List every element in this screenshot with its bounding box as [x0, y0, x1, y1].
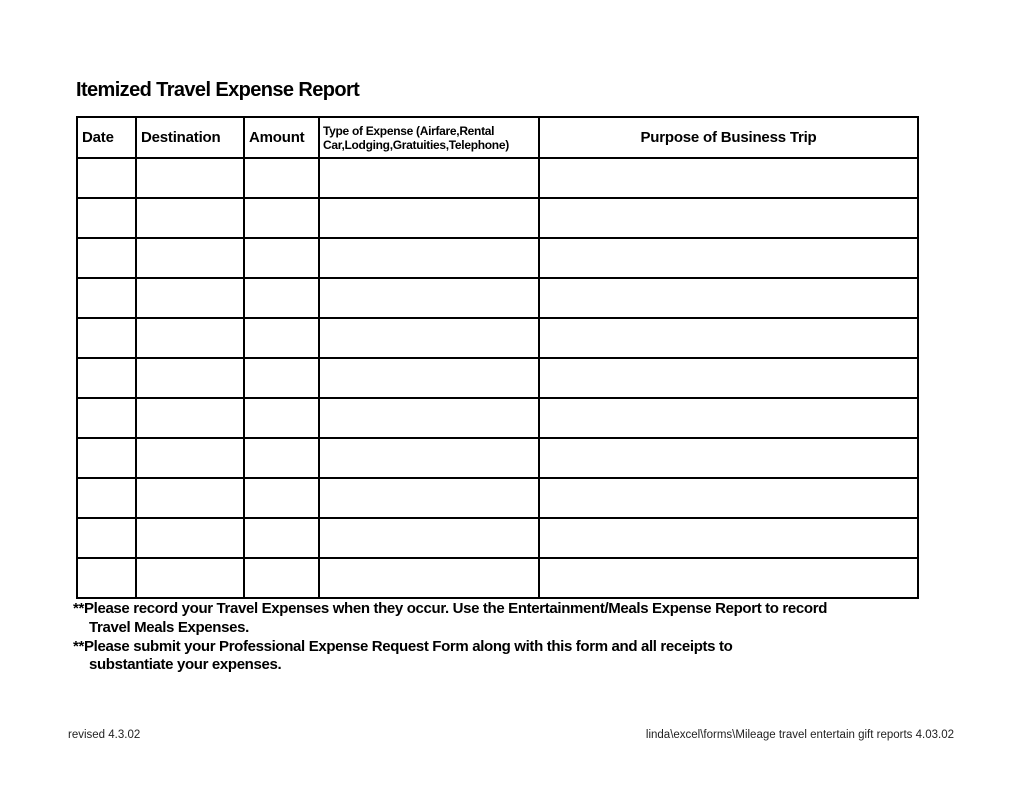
table-cell: [135, 197, 245, 239]
table-cell: [243, 477, 320, 519]
table-cell: [318, 437, 540, 479]
table-cell: [76, 557, 137, 599]
table-cell: [538, 277, 919, 319]
table-cell: [243, 357, 320, 399]
table-cell: [243, 517, 320, 559]
column-header-destination: Destination: [135, 116, 245, 159]
table-row: [76, 557, 919, 599]
table-cell: [135, 437, 245, 479]
column-header-amount: Amount: [243, 116, 320, 159]
table-cell: [135, 157, 245, 199]
table-cell: [538, 157, 919, 199]
table-cell: [318, 397, 540, 439]
table-cell: [318, 357, 540, 399]
table-cell: [76, 397, 137, 439]
column-header-date: Date: [76, 116, 137, 159]
table-cell: [243, 317, 320, 359]
table-cell: [76, 197, 137, 239]
table-cell: [76, 157, 137, 199]
table-cell: [135, 357, 245, 399]
table-cell: [76, 237, 137, 279]
table-cell: [76, 437, 137, 479]
table-cell: [243, 157, 320, 199]
table-cell: [76, 517, 137, 559]
table-cell: [135, 517, 245, 559]
table-cell: [538, 237, 919, 279]
table-cell: [538, 517, 919, 559]
table-cell: [538, 397, 919, 439]
table-body: [76, 157, 919, 599]
footer-file-path: linda\excel\forms\Mileage travel enterta…: [645, 729, 954, 741]
table-cell: [538, 557, 919, 599]
table-row: [76, 517, 919, 559]
table-cell: [243, 397, 320, 439]
table-cell: [76, 357, 137, 399]
table-row: [76, 157, 919, 199]
table-cell: [76, 317, 137, 359]
table-cell: [243, 277, 320, 319]
table-cell: [243, 557, 320, 599]
table-cell: [538, 317, 919, 359]
table-cell: [76, 277, 137, 319]
footnote-line: Travel Meals Expenses.: [89, 618, 249, 636]
table-cell: [318, 557, 540, 599]
table-cell: [318, 197, 540, 239]
table-row: [76, 437, 919, 479]
table-cell: [538, 197, 919, 239]
table-cell: [538, 357, 919, 399]
table-row: [76, 357, 919, 399]
footnote-line: **Please record your Travel Expenses whe…: [73, 600, 828, 617]
footnotes: **Please record your Travel Expenses whe…: [73, 600, 943, 675]
table-cell: [243, 197, 320, 239]
column-header-purpose: Purpose of Business Trip: [538, 116, 919, 159]
table-row: [76, 237, 919, 279]
table-row: [76, 397, 919, 439]
column-header-type-of-expense: Type of Expense (Airfare,Rental Car,Lodg…: [318, 116, 540, 159]
footnote-line: **Please submit your Professional Expens…: [73, 637, 733, 655]
table-row: [76, 477, 919, 519]
table-cell: [318, 277, 540, 319]
table-cell: [538, 477, 919, 519]
table-cell: [135, 397, 245, 439]
table-cell: [318, 517, 540, 559]
table-cell: [135, 557, 245, 599]
table-cell: [76, 477, 137, 519]
table-cell: [318, 157, 540, 199]
table-row: [76, 317, 919, 359]
table-row: [76, 277, 919, 319]
table-cell: [318, 477, 540, 519]
table-cell: [135, 477, 245, 519]
table-cell: [135, 317, 245, 359]
table-cell: [538, 437, 919, 479]
footnote-line: substantiate your expenses.: [89, 656, 282, 674]
table-cell: [135, 277, 245, 319]
footer-revision-note: revised 4.3.02: [68, 729, 141, 741]
table-cell: [243, 437, 320, 479]
expense-table: Date Destination Amount Type of Expense …: [76, 116, 919, 599]
table-row: [76, 197, 919, 239]
table-cell: [135, 237, 245, 279]
page-title: Itemized Travel Expense Report: [76, 79, 360, 101]
table-cell: [318, 237, 540, 279]
table-cell: [243, 237, 320, 279]
table-cell: [318, 317, 540, 359]
table-header-row: Date Destination Amount Type of Expense …: [76, 116, 919, 159]
